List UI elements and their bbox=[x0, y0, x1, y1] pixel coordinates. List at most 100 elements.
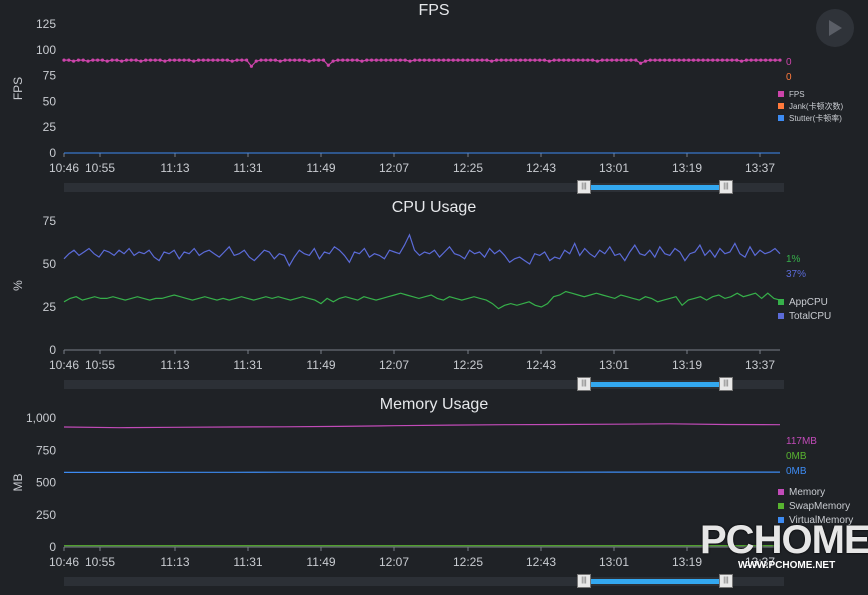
x-tick-label: 11:49 bbox=[306, 555, 335, 569]
data-point bbox=[514, 58, 518, 62]
range-start-handle[interactable]: ||| bbox=[577, 180, 591, 194]
time-range-scrollbar[interactable]: ||| ||| bbox=[64, 180, 784, 194]
series-line bbox=[63, 233, 781, 267]
data-point bbox=[124, 58, 129, 62]
x-tick-label: 11:13 bbox=[160, 358, 189, 372]
data-point bbox=[288, 58, 292, 62]
data-point bbox=[148, 58, 153, 62]
y-tick-label: 50 bbox=[43, 94, 57, 108]
y-tick-label: 750 bbox=[36, 443, 56, 457]
data-point bbox=[749, 58, 753, 62]
range-end-handle[interactable]: ||| bbox=[719, 180, 733, 194]
x-tick-label: 12:43 bbox=[526, 555, 556, 569]
play-button[interactable] bbox=[816, 9, 854, 47]
y-tick-label: 75 bbox=[43, 69, 57, 83]
data-point bbox=[653, 58, 657, 62]
y-tick-label: 75 bbox=[43, 214, 57, 228]
x-tick-label: 10:46 bbox=[49, 555, 79, 569]
legend-item[interactable]: AppCPU bbox=[778, 295, 831, 309]
data-point bbox=[172, 58, 177, 62]
data-point bbox=[566, 58, 571, 62]
legend-item[interactable]: VirtualMemory bbox=[778, 513, 853, 527]
legend-label: VirtualMemory bbox=[789, 514, 854, 526]
time-range-scrollbar[interactable]: ||| ||| bbox=[64, 574, 784, 588]
data-point bbox=[129, 58, 133, 62]
data-point bbox=[269, 58, 273, 62]
x-tick-label: 12:07 bbox=[379, 358, 409, 372]
data-point bbox=[360, 59, 364, 63]
legend: Memory SwapMemory VirtualMemory bbox=[778, 485, 853, 527]
data-point bbox=[168, 58, 172, 62]
legend-item[interactable]: SwapMemory bbox=[778, 499, 853, 513]
data-point bbox=[216, 58, 220, 62]
legend-swatch bbox=[778, 313, 784, 319]
data-point bbox=[600, 58, 604, 62]
range-selection[interactable] bbox=[591, 579, 726, 584]
data-point bbox=[485, 58, 489, 62]
data-point bbox=[350, 58, 354, 62]
data-point bbox=[634, 58, 638, 62]
data-point bbox=[408, 59, 412, 63]
x-tick-label: 13:37 bbox=[745, 555, 775, 569]
range-end-handle[interactable]: ||| bbox=[719, 574, 733, 588]
data-point bbox=[720, 58, 724, 62]
legend-label: Memory bbox=[789, 486, 826, 498]
x-tick-label: 12:07 bbox=[379, 555, 409, 569]
legend-swatch bbox=[778, 517, 784, 523]
data-point bbox=[735, 58, 739, 62]
range-start-handle[interactable]: ||| bbox=[577, 377, 591, 391]
data-point bbox=[341, 58, 345, 62]
chart-svg: FPS 0 25 50 75 100 125 10:46 10:55 11:13 11:31 11:4… bbox=[11, 17, 782, 175]
legend-swatch bbox=[778, 115, 784, 121]
data-point bbox=[355, 58, 359, 62]
legend-label: SwapMemory bbox=[789, 500, 851, 512]
legend-item[interactable]: Memory bbox=[778, 485, 853, 499]
range-end-handle[interactable]: ||| bbox=[719, 377, 733, 391]
legend-item[interactable]: Jank(卡顿次数) bbox=[778, 100, 843, 112]
x-tick-label: 13:19 bbox=[672, 358, 702, 372]
data-point bbox=[134, 58, 138, 62]
range-selection[interactable] bbox=[591, 185, 726, 190]
data-point bbox=[682, 58, 686, 62]
data-point bbox=[336, 58, 340, 62]
data-point bbox=[413, 58, 417, 62]
x-tick-label: 10:55 bbox=[85, 358, 115, 372]
y-axis-label: MB bbox=[11, 474, 25, 492]
range-selection[interactable] bbox=[591, 382, 726, 387]
data-point bbox=[552, 58, 556, 62]
y-axis-label: FPS bbox=[11, 77, 25, 100]
data-point bbox=[158, 58, 162, 62]
data-point bbox=[490, 59, 494, 63]
data-point bbox=[518, 58, 523, 62]
data-point bbox=[639, 61, 643, 65]
data-point bbox=[115, 58, 119, 62]
data-point bbox=[297, 58, 302, 62]
legend-swatch bbox=[778, 299, 784, 305]
y-tick-label: 500 bbox=[36, 476, 56, 490]
legend-item[interactable]: Stutter(卡顿率) bbox=[778, 112, 843, 124]
x-tick-label: 13:37 bbox=[745, 161, 775, 175]
data-point bbox=[76, 58, 81, 62]
current-value: 0MB bbox=[786, 451, 807, 462]
data-point bbox=[706, 58, 710, 62]
data-point bbox=[470, 58, 475, 62]
pchome-watermark: PCHOME WWW.PCHOME.NET bbox=[700, 520, 868, 571]
data-point bbox=[547, 59, 551, 63]
current-value: 117MB bbox=[786, 436, 817, 447]
data-point bbox=[451, 58, 455, 62]
range-start-handle[interactable]: ||| bbox=[577, 574, 591, 588]
legend: FPS Jank(卡顿次数) Stutter(卡顿率) bbox=[778, 88, 843, 124]
data-point bbox=[110, 58, 114, 62]
data-point bbox=[739, 59, 744, 63]
data-point bbox=[456, 58, 460, 62]
data-point bbox=[139, 59, 143, 63]
legend-item[interactable]: FPS bbox=[778, 88, 843, 100]
data-point bbox=[153, 58, 157, 62]
x-tick-label: 13:37 bbox=[745, 358, 775, 372]
series-line bbox=[64, 59, 780, 68]
data-point bbox=[398, 58, 402, 62]
time-range-scrollbar[interactable]: ||| ||| bbox=[64, 377, 784, 391]
fps-chart-panel: FPS FPS 0 25 50 75 100 125 10:46 10:55 11:13 11:31… bbox=[0, 0, 868, 197]
data-point bbox=[317, 58, 321, 62]
legend-item[interactable]: TotalCPU bbox=[778, 309, 831, 323]
